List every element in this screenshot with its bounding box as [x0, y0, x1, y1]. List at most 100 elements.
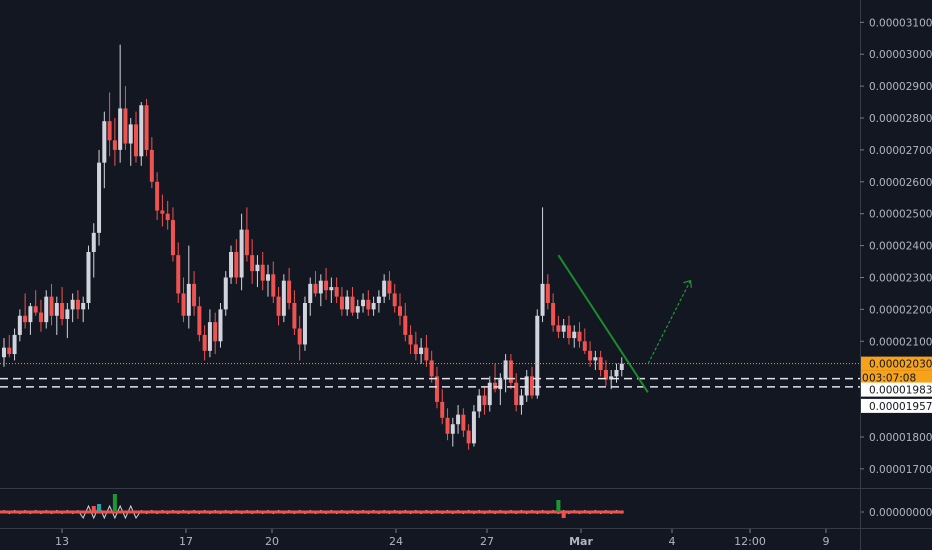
candle	[255, 255, 259, 287]
candle	[34, 290, 38, 316]
candle	[150, 137, 154, 188]
x-tick-label: 12:00	[734, 535, 766, 548]
candle	[440, 389, 444, 424]
candle	[340, 287, 344, 316]
candle-body	[44, 297, 48, 323]
candle	[324, 268, 328, 300]
candle-body	[361, 300, 365, 306]
candle-body	[382, 281, 386, 297]
candle	[76, 290, 80, 319]
candle	[134, 112, 138, 163]
candle	[240, 214, 244, 291]
candle	[224, 271, 228, 316]
candle	[398, 293, 402, 325]
candle-body	[176, 255, 180, 293]
y-tick-label: 0.00001800	[869, 432, 932, 444]
candle-body	[298, 329, 302, 345]
candle-body	[65, 309, 69, 319]
candle-body	[203, 335, 207, 351]
candlestick-series	[2, 45, 624, 450]
candle	[556, 316, 560, 338]
candle-body	[498, 380, 502, 390]
indicator-tick-label: 0.00000000	[869, 507, 932, 519]
candle	[250, 239, 254, 284]
y-tick-label: 0.00002400	[869, 241, 932, 253]
candle	[604, 360, 608, 386]
y-tick-label: 0.00003100	[869, 17, 932, 29]
candle-body	[535, 316, 539, 396]
candle-body	[113, 140, 117, 150]
candle	[234, 239, 238, 284]
candle-body	[145, 105, 149, 150]
candle-body	[208, 322, 212, 351]
candle-body	[250, 255, 254, 271]
candle	[118, 45, 122, 163]
candle	[329, 277, 333, 303]
candle-body	[430, 360, 434, 376]
y-tick-label: 0.00002300	[869, 272, 932, 284]
candle	[303, 297, 307, 351]
candle-body	[578, 332, 582, 342]
candle-body	[2, 348, 6, 358]
candle-body	[329, 287, 333, 290]
candle-body	[282, 281, 286, 316]
candle-body	[446, 418, 450, 434]
candle	[145, 99, 149, 156]
candle-body	[335, 287, 339, 297]
level-2-tag: 0.00001957	[861, 399, 932, 413]
candle-body	[129, 124, 133, 143]
candle	[208, 309, 212, 357]
candle-body	[81, 303, 85, 309]
x-tick: 24	[389, 529, 403, 548]
candle	[562, 319, 566, 338]
x-tick-label: 13	[55, 535, 69, 548]
candle	[620, 357, 624, 376]
candle	[92, 223, 96, 277]
candle-body	[245, 230, 249, 256]
candle	[271, 262, 275, 303]
candle-body	[403, 316, 407, 335]
candle	[187, 246, 191, 329]
candle-body	[398, 306, 402, 316]
candle	[456, 405, 460, 434]
candle	[229, 246, 233, 284]
indicator-pane	[0, 494, 864, 518]
candle	[44, 290, 48, 328]
x-tick: 20	[265, 529, 279, 548]
y-tick-label: 0.00002800	[869, 113, 932, 125]
candle-body	[546, 284, 550, 303]
candle	[509, 354, 513, 389]
candle-body	[92, 233, 96, 252]
y-tick-label: 0.00003000	[869, 49, 932, 61]
candle-body	[28, 306, 32, 322]
candle-body	[620, 364, 624, 370]
candle-body	[567, 325, 571, 338]
candle	[292, 290, 296, 335]
candle-body	[102, 121, 106, 162]
candle	[451, 418, 455, 447]
candle-body	[572, 332, 576, 338]
x-tick: Mar	[569, 529, 593, 548]
candle-body	[171, 220, 175, 255]
candle-body	[160, 211, 164, 214]
candle-body	[229, 252, 233, 278]
candle-body	[414, 344, 418, 354]
candle-body	[377, 297, 381, 303]
y-tick-label: 0.00002600	[869, 177, 932, 189]
candle	[541, 207, 545, 322]
candle	[366, 290, 370, 316]
candle	[218, 303, 222, 348]
candle	[245, 207, 249, 261]
level-1-tag: 0.00001983	[861, 383, 932, 397]
candle-body	[86, 252, 90, 303]
candle	[593, 351, 597, 370]
candle	[403, 303, 407, 341]
candle-body	[356, 306, 360, 312]
candle	[387, 271, 391, 300]
candle	[419, 338, 423, 364]
candle	[13, 329, 17, 361]
candle-body	[182, 293, 186, 315]
candle	[393, 284, 397, 313]
candle-body	[34, 306, 38, 312]
